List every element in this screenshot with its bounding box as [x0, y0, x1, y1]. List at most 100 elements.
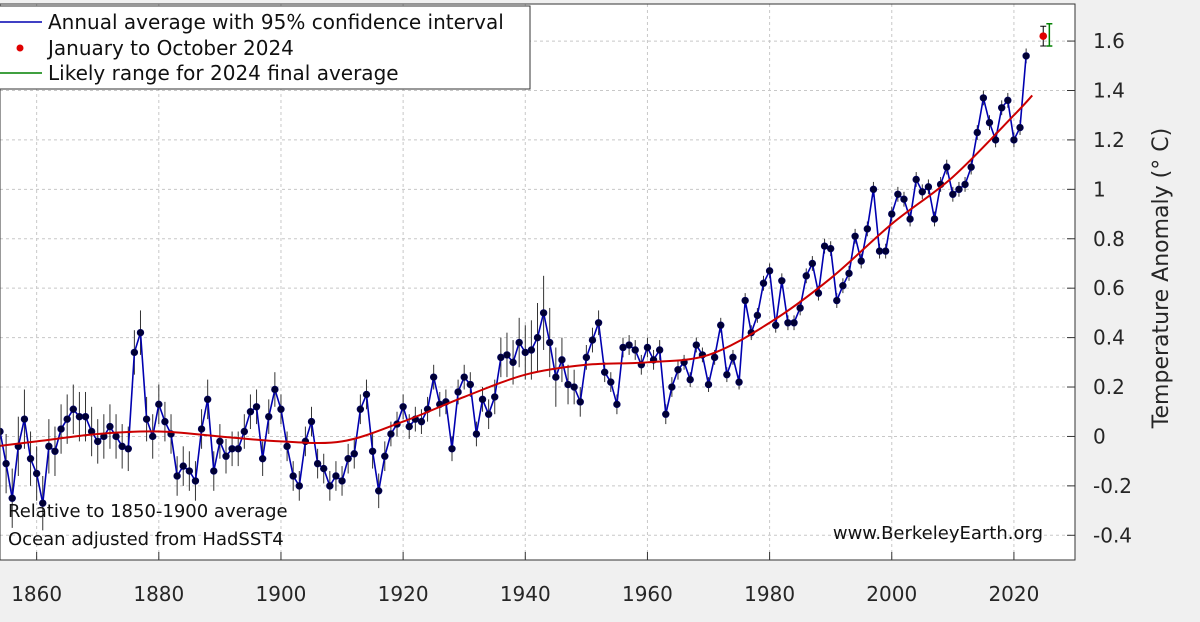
annual-point: [613, 400, 621, 409]
annual-point: [405, 422, 413, 431]
annual-point: [674, 366, 682, 374]
annual-point: [356, 405, 365, 413]
annual-point: [710, 353, 719, 362]
annual-point: [521, 348, 529, 357]
annual-point: [558, 356, 566, 364]
annual-point: [258, 454, 267, 463]
annual-point: [216, 437, 224, 446]
annual-point: [45, 442, 53, 451]
annual-point: [277, 405, 285, 413]
legend-range-label: Likely range for 2024 final average: [48, 61, 399, 85]
annual-points: [0, 52, 1030, 507]
annual-point: [246, 408, 255, 416]
legend-annual-label: Annual average with 95% confidence inter…: [48, 10, 504, 34]
annual-point: [295, 482, 303, 490]
y-tick-label: 0.4: [1093, 326, 1125, 350]
annual-point: [527, 346, 536, 354]
annual-point: [668, 383, 676, 391]
annual-point: [582, 353, 591, 362]
annual-point: [515, 338, 523, 347]
legend: Annual average with 95% confidence inter…: [0, 5, 531, 90]
x-tick-label: 1880: [133, 582, 184, 606]
legend-box: [0, 5, 531, 90]
annual-point: [197, 425, 206, 433]
annual-point: [594, 319, 603, 327]
annual-point: [717, 321, 725, 329]
annual-point: [112, 432, 120, 441]
annual-point: [900, 195, 908, 203]
annual-point: [148, 432, 157, 441]
annual-point: [814, 289, 823, 297]
annual-point: [454, 388, 462, 396]
plot-frame: [0, 3, 1076, 561]
annual-point: [417, 417, 426, 426]
ocean-note: Ocean adjusted from HadSST4: [8, 529, 284, 550]
annual-point: [265, 412, 273, 421]
annual-point: [546, 338, 554, 347]
annual-point: [857, 257, 865, 265]
annual-point: [75, 412, 84, 421]
annual-point: [741, 296, 749, 305]
y-tick-label: -0.2: [1093, 474, 1132, 498]
annual-point: [118, 442, 126, 451]
x-tick-label: 1960: [622, 582, 673, 606]
annual-point: [222, 452, 230, 460]
y-tick-label: 0.6: [1093, 276, 1125, 300]
annual-point: [643, 343, 652, 352]
annual-point: [955, 185, 963, 194]
x-tick-label: 1940: [500, 582, 551, 606]
annual-point: [991, 136, 1000, 144]
annual-point: [240, 427, 249, 436]
annual-point: [161, 417, 169, 426]
annual-point: [2, 459, 10, 468]
x-axis: 1860 1880 1900 1920 1940 1960 1980 2000 2020: [11, 552, 1039, 606]
annual-point: [564, 380, 572, 389]
annual-point: [503, 351, 511, 359]
annual-point: [179, 462, 187, 470]
annual-point: [210, 467, 218, 475]
relative-note: Relative to 1850-1900 average: [8, 501, 288, 522]
annual-point: [759, 279, 768, 287]
annual-point: [20, 415, 29, 423]
annual-point: [136, 328, 145, 337]
legend-ytd-swatch: [16, 44, 24, 52]
x-tick-label: 1900: [256, 582, 307, 606]
annual-point: [142, 415, 151, 423]
annual-point: [906, 215, 914, 223]
annual-point: [1022, 52, 1030, 60]
annual-point: [509, 358, 517, 367]
y-axis-title: Temperature Anomaly (° C): [1149, 128, 1174, 429]
annual-point: [985, 118, 994, 127]
annual-point: [429, 373, 438, 381]
annual-point: [271, 385, 279, 394]
annual-point: [735, 378, 743, 386]
annual-point: [875, 247, 884, 255]
annual-point: [790, 319, 798, 327]
annual-point: [155, 400, 163, 409]
annual-point: [301, 437, 310, 446]
annual-point: [655, 346, 664, 354]
annual-point: [69, 405, 77, 413]
annual-point: [765, 267, 774, 275]
annual-point: [723, 370, 731, 379]
annual-point: [478, 395, 487, 404]
annual-point: [362, 390, 371, 399]
y-tick-label: 0.2: [1093, 375, 1125, 399]
annual-point: [692, 341, 701, 349]
ytd-2024-point: [1039, 32, 1048, 40]
annual-point: [1016, 123, 1024, 132]
annual-point: [686, 375, 694, 384]
annual-point: [839, 282, 847, 290]
annual-point: [808, 259, 817, 268]
annual-point: [967, 163, 975, 171]
annual-point: [619, 343, 627, 352]
plot-area: [0, 4, 1075, 560]
annual-point: [252, 403, 261, 411]
annual-point: [173, 472, 181, 480]
annual-point: [466, 380, 475, 389]
annual-point: [0, 427, 4, 436]
y-tick-label: 1.2: [1093, 128, 1125, 152]
y-tick-label: 1: [1093, 177, 1106, 201]
annual-point: [203, 395, 212, 404]
annual-point: [51, 447, 59, 455]
